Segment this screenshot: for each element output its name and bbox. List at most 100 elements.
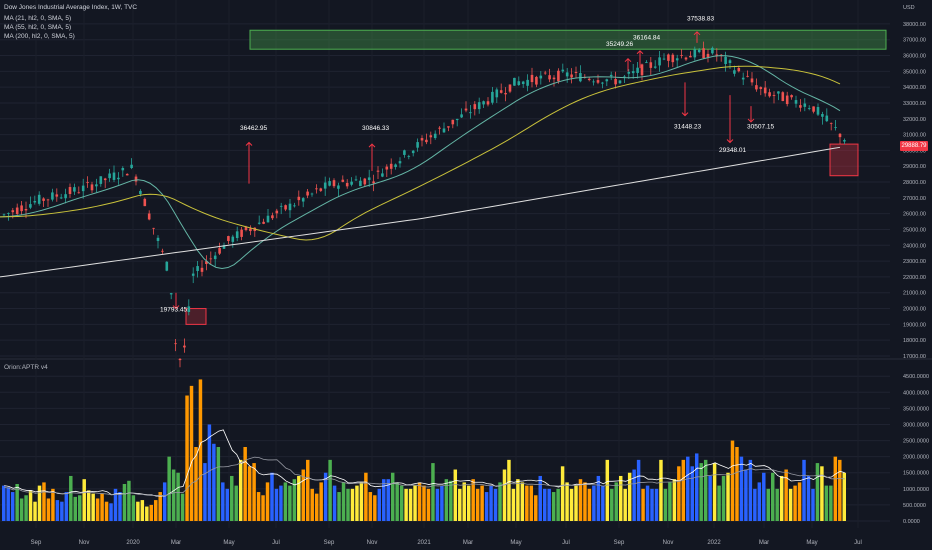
indicator-bar: [162, 482, 167, 521]
indicator-bar: [507, 459, 511, 521]
candle-body: [161, 250, 164, 252]
candle-body: [609, 74, 613, 77]
annotation-label: 19793.45: [160, 307, 187, 314]
indicator-bar: [408, 488, 413, 521]
indicator-bar: [770, 472, 775, 521]
indicator-bar: [55, 500, 60, 521]
candle-body: [46, 199, 50, 201]
candle-body: [306, 191, 309, 196]
candle-body: [231, 236, 235, 242]
indicator-bar: [842, 472, 846, 521]
candle-body: [535, 76, 538, 85]
annotation-arrow-head: [747, 118, 755, 123]
indicator-tick-label: 3000.0000: [903, 422, 929, 428]
candle-body: [517, 81, 521, 86]
candle-body: [372, 181, 375, 184]
candle-body: [689, 55, 692, 58]
indicator-label[interactable]: Orion:APTR v4: [4, 364, 48, 371]
candle-body: [565, 72, 569, 77]
indicator-bar: [534, 495, 538, 521]
candle-body: [750, 78, 754, 83]
candle-body: [658, 57, 661, 66]
indicator-bar: [681, 459, 686, 521]
candle-body: [495, 89, 499, 98]
candle-body: [741, 77, 745, 80]
indicator-bar: [256, 492, 261, 521]
annotation-arrow-head: [726, 139, 734, 144]
indicator-bar: [319, 482, 323, 521]
candle-body: [416, 142, 419, 148]
candle-body: [697, 49, 701, 53]
indicator-bar: [440, 485, 444, 521]
candle-body: [693, 49, 697, 58]
candle-body: [37, 194, 41, 204]
indicator-bar: [212, 443, 216, 521]
annotation-label: 36462.95: [240, 125, 267, 132]
candle-body: [411, 150, 415, 154]
candle-body: [59, 197, 63, 199]
indicator-bar: [730, 440, 735, 521]
indicator-bar: [109, 503, 113, 521]
candle-body: [86, 182, 89, 183]
candle-body: [684, 57, 688, 60]
candle-body: [196, 266, 199, 271]
candle-body: [772, 94, 776, 96]
indicator-bar: [489, 485, 493, 521]
price-tick-label: 24000.00: [903, 243, 926, 249]
indicator-bar: [569, 488, 574, 521]
ma200-legend[interactable]: MA (200, hl2, 0, SMA, 5): [4, 33, 75, 40]
currency-label: USD: [903, 5, 915, 11]
indicator-bar: [104, 501, 109, 521]
price-tick-label: 27000.00: [903, 196, 926, 202]
indicator-bar: [167, 456, 171, 521]
indicator-bar: [149, 504, 154, 521]
indicator-bar: [113, 488, 118, 521]
candle-body: [11, 210, 15, 213]
time-tick-label: May: [806, 540, 817, 546]
indicator-tick-label: 1000.0000: [903, 487, 929, 493]
indicator-bar: [466, 485, 471, 521]
indicator-bar: [677, 466, 681, 521]
indicator-bar: [288, 485, 292, 521]
candle-body: [103, 178, 107, 181]
indicator-bar: [279, 485, 283, 521]
candle-body: [350, 181, 353, 185]
candle-body: [794, 100, 798, 104]
ma55-legend[interactable]: MA (55, hl2, 0, SMA, 5): [4, 24, 72, 31]
indicator-bar: [386, 479, 390, 521]
candle-body: [702, 48, 705, 59]
candle-body: [187, 306, 191, 312]
candle-body: [447, 126, 450, 128]
indicator-bar: [525, 485, 529, 521]
indicator-bar: [721, 475, 726, 521]
candle-body: [645, 62, 648, 64]
indicator-bar: [2, 485, 6, 521]
indicator-bar: [274, 488, 279, 521]
indicator-bar: [198, 379, 203, 521]
price-tick-label: 26000.00: [903, 212, 926, 218]
ma55-line: [0, 65, 841, 241]
candle-body: [341, 179, 345, 182]
candle-body: [675, 58, 679, 61]
candle-body: [112, 172, 116, 180]
ma21-legend[interactable]: MA (21, hl2, 0, SMA, 5): [4, 15, 72, 22]
indicator-bar: [788, 488, 793, 521]
candle-body: [469, 112, 472, 114]
price-tick-label: 31000.00: [903, 133, 926, 139]
time-tick-label: Sep: [31, 540, 42, 546]
indicator-bar: [623, 488, 627, 521]
indicator-bar: [708, 475, 712, 521]
candle-body: [429, 135, 433, 138]
indicator-bar: [511, 488, 516, 521]
candle-body: [438, 127, 441, 129]
candle-body: [275, 210, 279, 214]
candle-body: [829, 122, 833, 124]
annotation-label: 36164.84: [633, 35, 660, 42]
indicator-bar: [632, 469, 636, 521]
candle-body: [755, 85, 758, 90]
indicator-bar: [176, 472, 180, 521]
indicator-bar: [502, 469, 507, 521]
candle-body: [799, 105, 802, 108]
price-tick-label: 30000.00: [903, 148, 926, 154]
indicator-bar: [413, 485, 417, 521]
